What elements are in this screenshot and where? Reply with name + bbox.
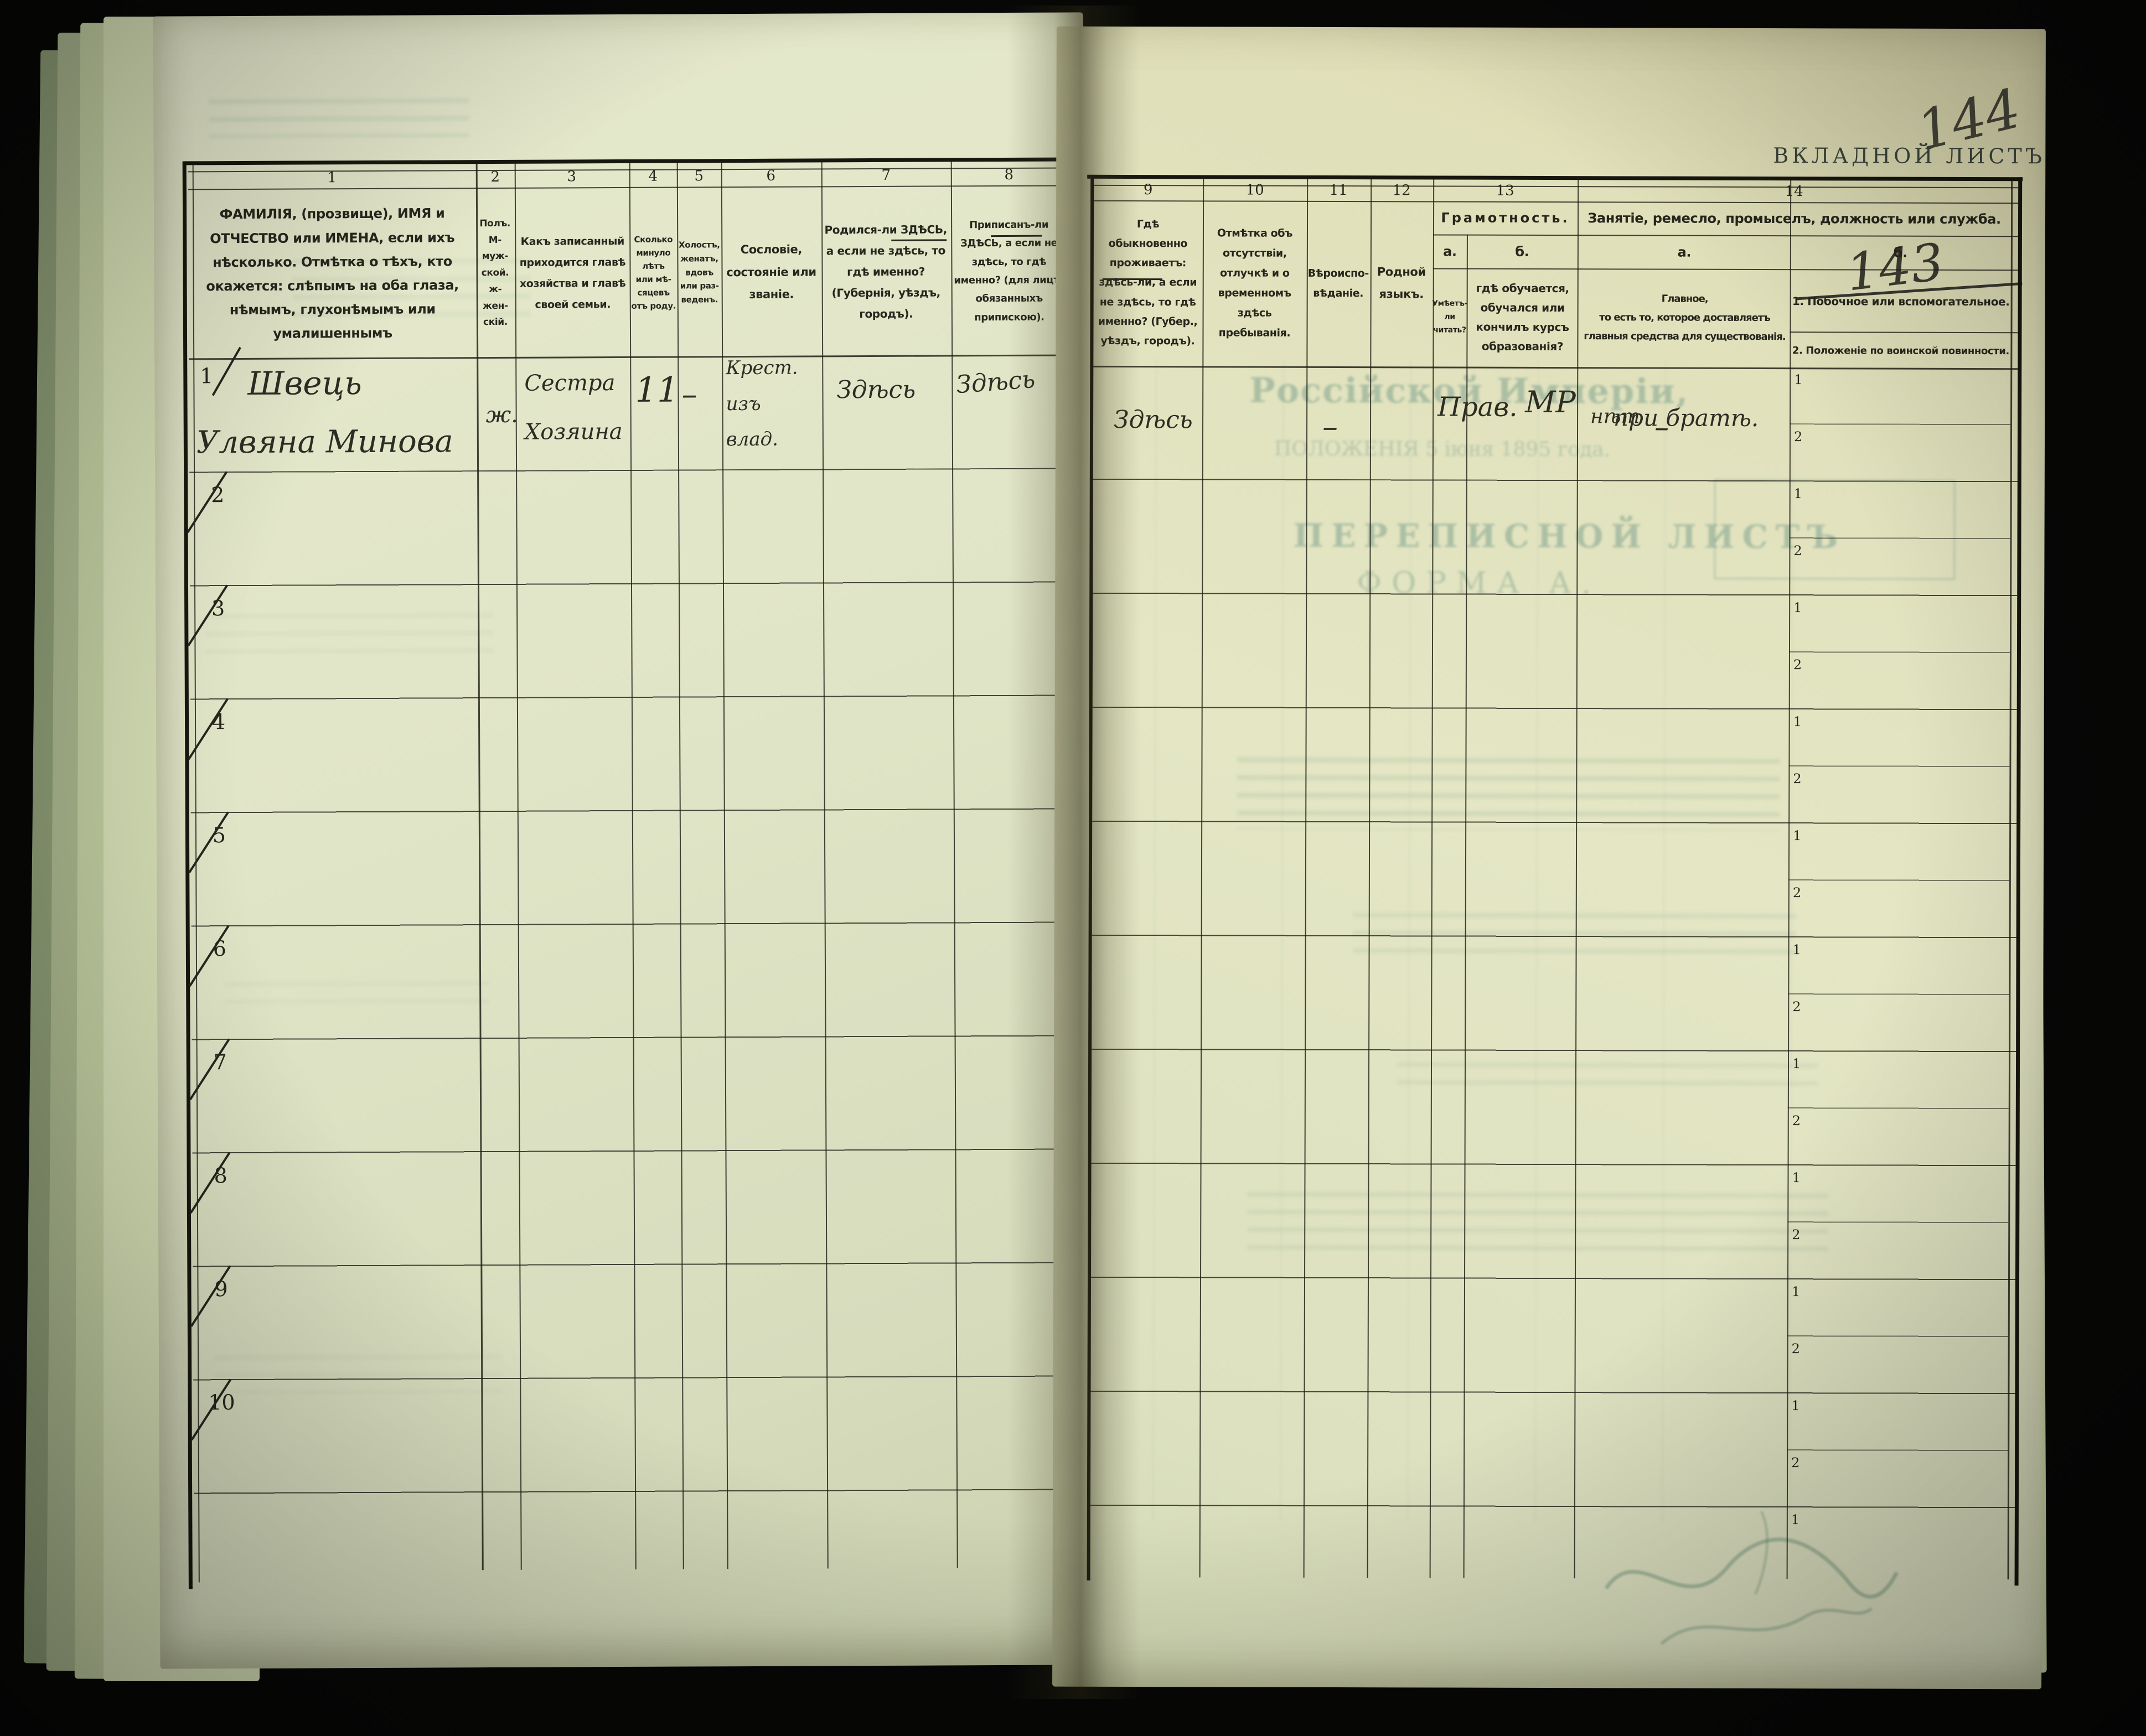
left-page: 1 2 3 4 5 6 7 8 ФАМИЛІЯ, (прозвище), ИМЯ… — [153, 12, 1090, 1669]
column-number: 3 — [567, 168, 577, 185]
subrow-label: 1 — [1792, 1170, 1801, 1186]
right-page: Россійской Имперіи, ПОЛОЖЕНІЯ 5 іюня 189… — [1052, 26, 2046, 1690]
subrow-label: 1 — [1793, 714, 1802, 730]
header-sub-a: а. — [1677, 244, 1692, 260]
subrow-label: 1 — [1793, 486, 1803, 502]
header-relation-column: Какъ записанный приходится главѣ хозяйст… — [519, 235, 626, 311]
subrow-label: 2 — [1793, 771, 1802, 787]
header-religion-column: Вѣроиспо- вѣданіе. — [1307, 267, 1369, 300]
header-residence-column: Гдѣ обыкновенно проживаетъ: здѣсь-ли, а … — [1098, 218, 1198, 348]
header-literacy-group: Грамотность. — [1441, 210, 1570, 226]
subrow-label: 2 — [1793, 657, 1802, 673]
subrow-label: 2 — [1792, 885, 1802, 901]
column-number: 10 — [1245, 182, 1264, 199]
subrow-label: 1 — [1794, 372, 1803, 388]
header-registration-column: Приписанъ-ли ЗДѢСЬ, а если не здѣсь, то … — [954, 219, 1064, 323]
bleedthrough-signature — [1604, 1510, 1899, 1645]
header-birthplace-column: Родился-ли ЗДѢСЬ, а если не здѣсь, то гд… — [824, 222, 947, 321]
header-education: гдѣ обучается, обучался или кончилъ курс… — [1476, 281, 1569, 354]
entry-language: МР — [1525, 384, 1576, 420]
header-military-status: 2. Положеніе по воинской повинности. — [1792, 344, 2009, 357]
entry-sex: ж. — [485, 402, 518, 428]
header-absence-column: Отмѣтка объ отсутствіи, отлучкѣ и о врем… — [1217, 227, 1293, 339]
column-number: 12 — [1392, 182, 1411, 199]
entry-religion: Прав. — [1437, 391, 1518, 423]
underline — [991, 235, 1042, 237]
subrow-label: 1 — [1793, 828, 1802, 844]
subrow-label: 2 — [1793, 429, 1803, 445]
column-number: 13 — [1496, 182, 1514, 199]
header-can-read: Умѣетъ- ли читать? — [1432, 299, 1467, 335]
subrow-label: 1 — [1792, 942, 1801, 958]
underline — [891, 239, 947, 241]
header-occupation-main: Главное, то есть то, которое доставляетъ… — [1584, 293, 1786, 343]
entry-estate: Крест. изъ влад. — [726, 356, 798, 451]
subrow-label: 1 — [1791, 1398, 1800, 1414]
column-number: 8 — [1004, 166, 1014, 183]
header-language-column: Родной языкъ. — [1377, 265, 1426, 301]
table-grid — [189, 468, 1090, 1496]
entry-registered-here: Здѣсь — [955, 365, 1036, 400]
entry-occupation: при братѣ. — [1614, 404, 1759, 432]
column-number: 2 — [490, 168, 500, 186]
entry-born-here: Здѣсь — [836, 375, 916, 405]
subrow-label: 2 — [1792, 1227, 1801, 1243]
table-grid — [1787, 423, 2011, 1454]
header-sub-b: б. — [1893, 245, 1907, 261]
column-number: 5 — [694, 168, 704, 185]
subrow-label: 1 — [1791, 1512, 1800, 1528]
entry-lives-here: Здѣсь — [1114, 405, 1193, 434]
column-number: 7 — [881, 167, 891, 184]
column-number: 1 — [327, 169, 337, 186]
column-number: 11 — [1329, 182, 1348, 199]
subrow-label: 1 — [1792, 1056, 1801, 1072]
subrow-label: 1 — [1791, 1284, 1801, 1300]
subrow-label: 2 — [1792, 1113, 1801, 1129]
header-sex-column: Полъ. М-муж- ской. ж-жен- скій. — [479, 217, 510, 328]
entry-given-name: Улвяна Минова — [196, 423, 453, 461]
entry-absence: – — [1322, 408, 1338, 445]
grid-line — [184, 157, 1084, 165]
header-sub-b: б. — [1515, 243, 1529, 260]
entry-surname: Швець — [247, 364, 362, 402]
header-occupation-side: 1. Побочное или вспомогательное. — [1792, 294, 2010, 309]
subrow-label: 1 — [1793, 600, 1802, 616]
underline — [1102, 278, 1162, 281]
column-number: 6 — [766, 167, 776, 184]
subrow-label: 2 — [1792, 999, 1801, 1015]
column-number: 9 — [1143, 182, 1153, 199]
entry-marital: – — [681, 376, 697, 413]
subrow-label: 2 — [1791, 1455, 1800, 1471]
bleedthrough-blur — [209, 98, 469, 138]
header-name-column: ФАМИЛІЯ, (прозвище), ИМЯ и ОТЧЕСТВО или … — [206, 205, 459, 342]
header-occupation-group: Занятіе, ремесло, промыселъ, должность и… — [1587, 210, 2001, 227]
column-number: 4 — [648, 168, 658, 185]
header-sub-a: а. — [1443, 243, 1457, 260]
entry-relation: Сестра Хозяина — [524, 370, 623, 445]
header-marital-column: Холостъ, женатъ, вдовъ или раз- веденъ. — [678, 240, 720, 305]
page-title: ВКЛАДНОЙ ЛИСТЪ — [1773, 143, 2046, 169]
header-estate-column: Сословіе, состояніе или званіе. — [726, 242, 816, 302]
entry-age: 11 — [635, 369, 679, 410]
subrow-label: 2 — [1791, 1341, 1800, 1357]
grid-line — [1087, 174, 2023, 182]
subrow-label: 2 — [1793, 543, 1802, 559]
column-number: 14 — [1785, 183, 1803, 200]
header-age-column: Сколько минуло лѣтъ или мѣ- сяцевъ отъ р… — [631, 234, 676, 311]
grid-line — [1790, 331, 2018, 334]
